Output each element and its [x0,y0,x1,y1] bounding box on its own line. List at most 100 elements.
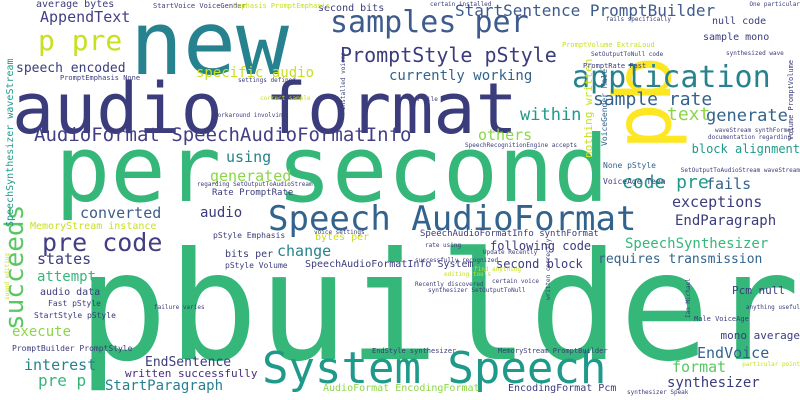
word: None pStyle [603,161,656,170]
word: sample rate [593,89,713,110]
word: certain installed [430,1,492,8]
word: Pcm null [732,284,785,297]
word: StartParagraph [105,378,224,394]
word: settings defined [238,77,296,84]
word: failure varies [154,304,205,311]
word: SpeechAudioFormatInfo synthFormat [420,229,599,239]
word: written correctly [545,238,552,300]
word: PromptStyle pStyle [340,43,557,67]
word: fails [706,175,752,193]
word: StartSentence PromptBuilder [455,1,716,20]
word: EndStyle synthesizer [372,347,457,355]
word: SpeechRecognitionEngine accepts [465,142,577,149]
word: Rate PromptRate [212,188,294,198]
word: System Speech [262,343,607,394]
word: AudioFormat EncodingFormat [323,383,480,394]
word: audio data [40,287,101,298]
word: SetOutputToAudioStream waveStream [680,167,800,174]
word: text [667,104,711,125]
word: Recently discovered [415,281,484,288]
word: requires transmission [598,252,763,267]
word: documentation regarding [708,134,792,141]
word: Speech AudioFormat [268,199,637,239]
word: PromptBuilder PromptStyle [12,344,133,353]
word: certain voice [492,278,539,285]
word: Male VoiceAge [694,315,749,323]
word: attempt [37,269,97,285]
word: successfully recognized [415,257,499,264]
word: sound editing [4,253,11,300]
word: waveStream synthFormat [715,127,795,134]
word: Volume PromptVolume [787,59,795,140]
word: nothing written [582,58,595,158]
word: regarding SetOutputToAudioStream [197,181,313,188]
word: currently working [389,68,533,84]
word: EndVoice [697,344,770,362]
word: speech encoded [16,61,126,76]
word: One particular [749,1,800,8]
word: rate using [425,242,462,249]
word: change [277,242,332,260]
word: SetOutputToNull code [591,51,664,58]
word: PromptRate Fast [583,62,647,70]
word: find anything [474,266,521,273]
word: exceptions [672,193,763,211]
word: installed voices [340,52,347,110]
word: block alignment [691,142,800,156]
word: second bits [318,3,385,14]
word: VoiceAge Teen [603,177,666,186]
word: Fast pStyle [48,299,101,308]
word: new [130,0,289,95]
word: generated [210,167,292,185]
word: second block [496,257,583,271]
word: states [37,250,92,268]
word: correct sample [260,95,311,102]
word: particular point [742,361,800,368]
word: code pre [622,172,709,193]
word: pre code [42,228,163,257]
word: synthesized wave [726,50,784,57]
word: SpeechSynthesizer [625,236,769,252]
word: following code [490,239,592,253]
word: written successfully [125,367,258,380]
word: execute [12,324,72,340]
word: within [520,105,582,125]
word: audio [200,205,243,221]
word: PromptVolume ExtraLoud [562,41,655,49]
word: null code [712,16,767,27]
word: editing tools [444,271,491,278]
word: StartStyle pStyle [34,311,116,320]
word: AppendText [40,8,131,26]
word: Update Recently [483,249,538,256]
word: average bytes [36,0,115,10]
word: MemoryStream PromptBuilder [498,347,608,355]
word: synthesizer Speak [627,389,689,396]
word: wav file [409,96,438,103]
word: mono average [720,329,800,342]
word: pbuilder [77,221,800,395]
word: pStyle Emphasis [213,231,286,240]
word: anything useful [745,304,800,311]
word: synthesizer [667,375,760,391]
word: workaround involving [214,112,287,119]
word: application [572,60,771,95]
word: EndSentence [145,355,232,370]
word: generate [706,106,788,126]
word: format [672,358,727,376]
word: Emphasis PromptEmphasis [233,2,330,10]
word: specific audio [196,65,315,81]
word: converted [80,204,162,222]
word: bytes per [315,232,370,243]
word: EndParagraph [675,213,777,229]
word: MemoryStream instance [30,221,157,232]
word: p pre [38,24,123,57]
word: others [478,126,533,144]
word: bits per [225,249,274,260]
word: pStyle Volume [225,261,288,270]
word: audio format [12,68,518,150]
word: per second [55,116,609,223]
word: Ian Michael [685,278,692,318]
word: interest [24,356,97,374]
word: pre p [38,371,87,390]
